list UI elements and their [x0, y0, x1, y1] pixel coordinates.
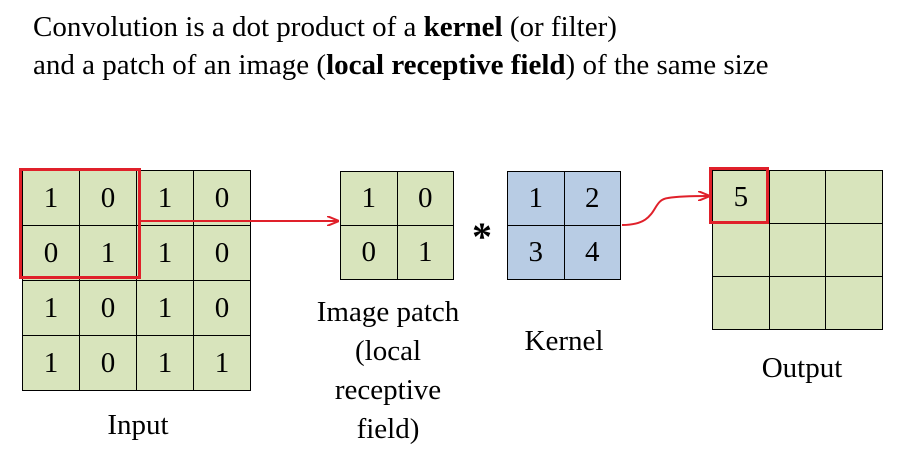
title-text: (or filter)	[502, 11, 617, 43]
output-cell	[713, 224, 770, 277]
output-cell	[769, 277, 827, 330]
input-cell: 0	[80, 171, 137, 226]
kernel-cell: 2	[564, 172, 621, 226]
image-patch-label-line: (local	[354, 335, 421, 367]
output-label: Output	[761, 352, 843, 384]
title-text: and a patch of an image (	[33, 49, 327, 81]
input-cell: 1	[194, 336, 251, 391]
output-highlight-box	[709, 167, 769, 224]
output-cell	[826, 171, 883, 224]
input-cell: 1	[23, 171, 80, 226]
input-cell: 0	[194, 171, 251, 226]
title-text: Convolution is a dot product of a	[33, 11, 424, 43]
input-cell: 0	[23, 226, 80, 281]
title-bold-kernel: kernel	[423, 11, 503, 43]
input-cell: 1	[80, 226, 137, 281]
image-patch-label: Image patch (local receptive field)	[298, 293, 478, 449]
convolution-operator: *	[472, 214, 492, 259]
patch-cell: 0	[397, 172, 454, 226]
title-line-2: and a patch of an image (local receptive…	[33, 46, 768, 84]
output-cell	[769, 224, 827, 277]
input-cell: 1	[137, 226, 194, 281]
input-cell: 0	[194, 226, 251, 281]
patch-cell: 0	[341, 226, 398, 280]
output-cell	[769, 171, 827, 224]
input-cell: 0	[194, 281, 251, 336]
title-bold-receptive-field: local receptive field	[326, 49, 566, 81]
output-cell	[713, 277, 770, 330]
patch-cell: 1	[397, 226, 454, 280]
output-cell	[826, 224, 883, 277]
input-cell: 0	[80, 281, 137, 336]
input-cell: 1	[137, 281, 194, 336]
image-patch-label-line: field)	[356, 413, 420, 445]
image-patch-label-line: Image patch	[316, 296, 460, 328]
output-arrow	[621, 196, 708, 226]
kernel-label: Kernel	[524, 325, 604, 357]
input-label: Input	[107, 409, 169, 441]
title-text: ) of the same size	[565, 49, 769, 81]
slide-title: Convolution is a dot product of a kernel…	[33, 8, 768, 84]
title-line-1: Convolution is a dot product of a kernel…	[33, 8, 768, 46]
output-grid: 5	[712, 170, 883, 330]
kernel-cell: 1	[508, 172, 565, 226]
kernel-cell: 3	[508, 226, 565, 280]
input-cell: 1	[23, 336, 80, 391]
output-cell	[826, 277, 883, 330]
input-cell: 1	[137, 336, 194, 391]
patch-cell: 1	[341, 172, 398, 226]
input-cell: 0	[80, 336, 137, 391]
input-highlight-box	[19, 168, 141, 279]
image-patch-label-line: receptive	[334, 374, 442, 406]
input-cell: 1	[137, 171, 194, 226]
kernel-cell: 4	[564, 226, 621, 280]
input-cell: 1	[23, 281, 80, 336]
